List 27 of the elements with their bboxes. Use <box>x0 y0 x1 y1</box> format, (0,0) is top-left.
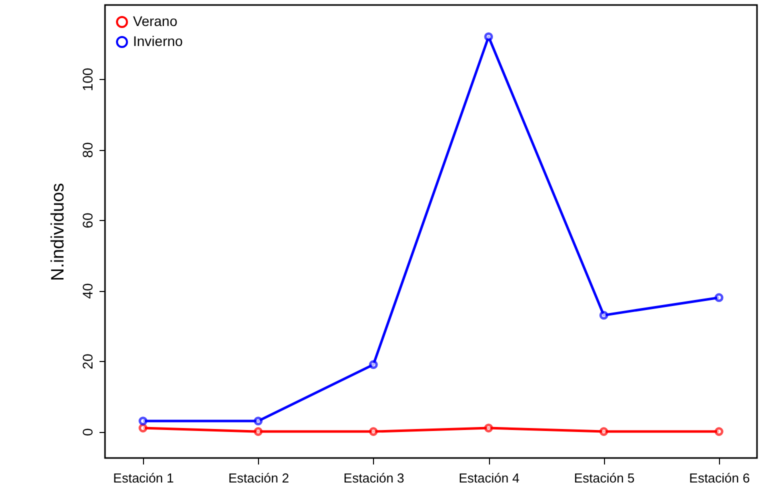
y-tick-label: 60 <box>80 212 96 228</box>
x-tick-label: Estación 3 <box>344 470 404 486</box>
y-tick-label: 20 <box>80 354 96 370</box>
x-tick-label: Estación 6 <box>689 470 750 486</box>
point <box>254 416 263 426</box>
point <box>368 360 378 369</box>
x-tick-label: Estación 1 <box>113 470 174 486</box>
point <box>599 310 608 320</box>
x-tick-label: Estación 5 <box>574 470 635 486</box>
y-tick-label: 40 <box>80 283 96 299</box>
x-tick-label: Estación 2 <box>228 470 290 486</box>
y-tick-label: 80 <box>80 142 96 158</box>
point <box>138 416 148 426</box>
y-tick-label: 100 <box>80 68 96 92</box>
y-tick-label: 0 <box>80 428 96 436</box>
legend-label: Verano <box>133 13 178 29</box>
point <box>484 32 494 42</box>
y-axis-title: N.individuos <box>48 182 68 282</box>
legend-label: Invierno <box>133 33 184 49</box>
x-tick-label: Estación 4 <box>458 470 520 486</box>
point <box>254 427 263 436</box>
point <box>368 427 378 436</box>
point <box>599 427 608 436</box>
point <box>484 424 494 432</box>
point <box>714 293 724 302</box>
point <box>714 427 724 436</box>
point <box>138 424 148 432</box>
